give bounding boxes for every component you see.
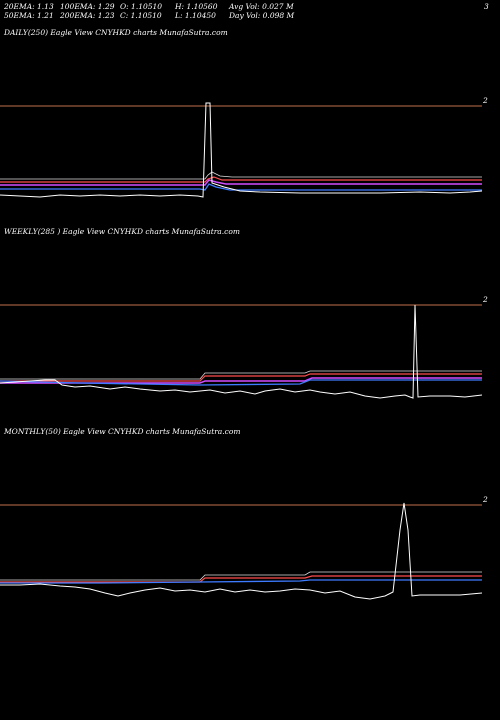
daily-price-line <box>0 102 483 198</box>
weekly-ema-gray-line <box>0 370 482 380</box>
monthly-tick-label: 2 <box>483 495 488 504</box>
daily-chart <box>0 102 483 198</box>
header-row2-item: Day Vol: 0.098 M <box>229 11 295 20</box>
header-row2-item: 200EMA: 1.23 <box>60 11 115 20</box>
monthly-ema-blue-line <box>0 579 482 584</box>
monthly-price-line <box>0 502 483 600</box>
weekly-price-line <box>0 304 483 399</box>
header-row2-item: C: 1.10510 <box>120 11 162 20</box>
header-row2-item: 50EMA: 1.21 <box>4 11 54 20</box>
weekly-ema-blue-line <box>0 379 482 386</box>
weekly-ema-magenta-line <box>0 377 482 384</box>
daily-tick-label: 2 <box>483 96 488 105</box>
weekly-tick-label: 2 <box>483 295 488 304</box>
header-row1-item: O: 1.10510 <box>120 2 163 11</box>
header-row1-item: 100EMA: 1.29 <box>60 2 115 11</box>
monthly-chart <box>0 502 483 600</box>
header-row1-item: 20EMA: 1.13 <box>4 2 54 11</box>
daily-ema-magenta-line <box>0 179 482 186</box>
header-row1-item: Avg Vol: 0.027 M <box>229 2 294 11</box>
monthly-panel-label: MONTHLY(50) Eagle View CNYHKD charts Mun… <box>4 427 241 436</box>
header-right-value: 3 <box>484 2 489 11</box>
weekly-ema-red-line <box>0 373 482 382</box>
header-row1-item: H: 1.10560 <box>175 2 218 11</box>
header-row2-item: L: 1.10450 <box>175 11 216 20</box>
weekly-panel-label: WEEKLY(285 ) Eagle View CNYHKD charts Mu… <box>4 227 240 236</box>
daily-ema-blue-line <box>0 183 482 191</box>
daily-ema-red-line <box>0 176 482 183</box>
weekly-chart <box>0 304 483 399</box>
daily-panel-label: DAILY(250) Eagle View CNYHKD charts Muna… <box>4 28 228 37</box>
monthly-ema-gray-line <box>0 571 482 581</box>
